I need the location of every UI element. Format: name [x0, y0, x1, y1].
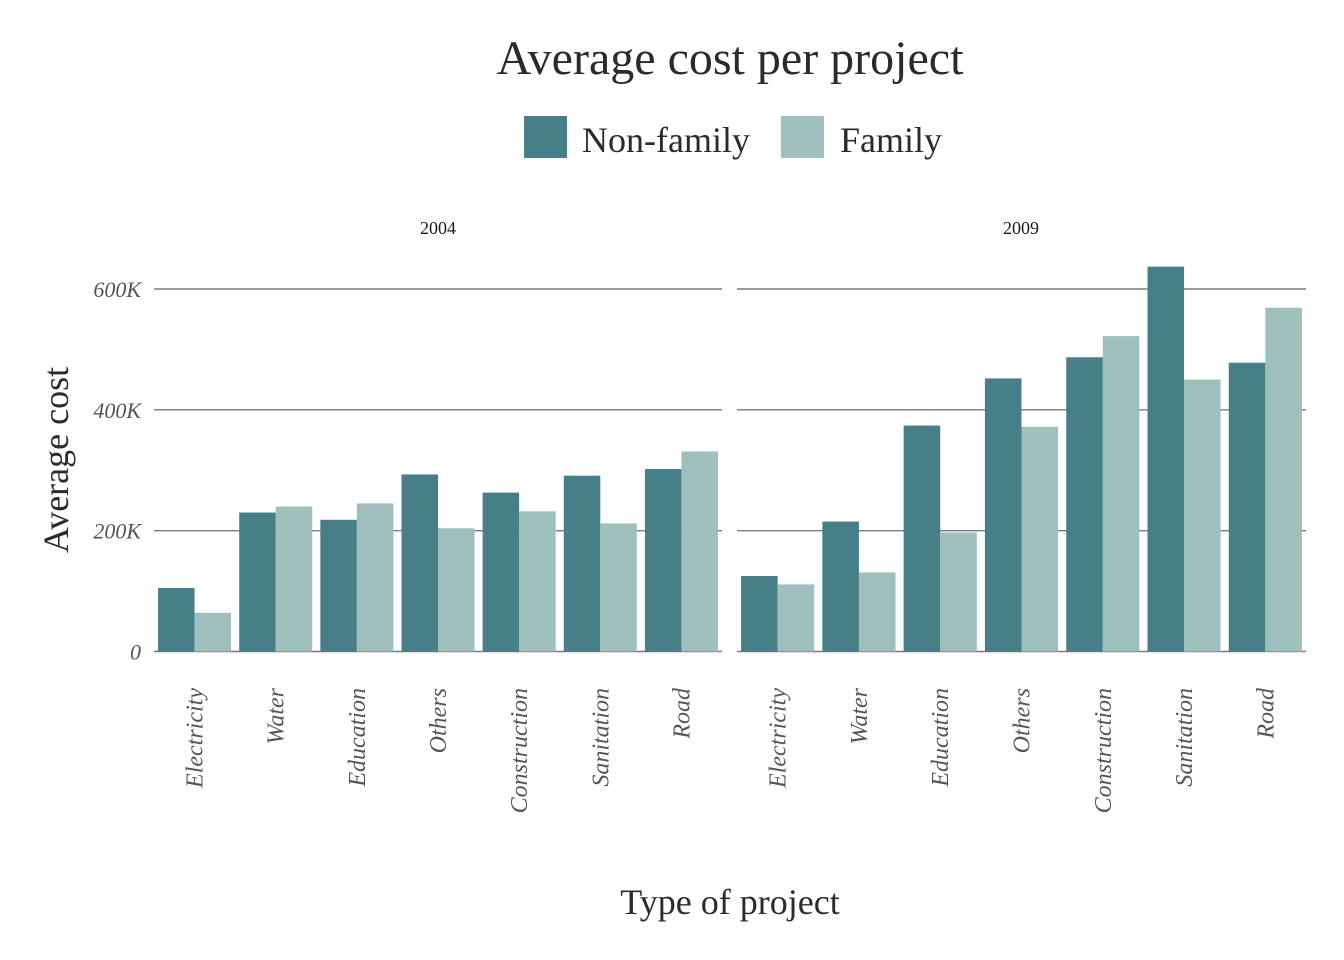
bar-2009-electricity-family [777, 584, 815, 652]
legend-swatch-family [781, 116, 824, 158]
bar-2004-road-non-family [644, 469, 682, 652]
bar-2009-road-non-family [1228, 362, 1266, 652]
bar-2004-electricity-non-family [158, 588, 195, 652]
bar-2004-water-family [275, 506, 313, 652]
x-tick-label-2009-construction: Construction [1091, 688, 1117, 813]
bar-2004-road-family [681, 451, 718, 652]
bar-2009-road-family [1265, 307, 1302, 652]
bar-2004-sanitation-non-family [563, 475, 601, 652]
bar-2009-construction-non-family [1066, 357, 1103, 652]
bar-2004-others-family [438, 528, 475, 652]
bar-2009-sanitation-non-family [1147, 266, 1185, 652]
facet-panel-2004: Electricity Water Education Others Construct… [154, 288, 722, 813]
legend-label-non-family: Non-family [582, 120, 750, 160]
bar-2009-education-non-family [903, 425, 941, 652]
y-tick-label-400k: 400K [93, 398, 142, 423]
bar-2004-education-family [356, 503, 394, 652]
bar-2004-construction-non-family [482, 492, 520, 652]
bar-2009-education-family [940, 532, 977, 652]
bar-2009-electricity-non-family [741, 575, 778, 652]
y-axis-title: Average cost [36, 367, 76, 553]
bar-2004-construction-family [519, 511, 556, 652]
plot-area: 0 200K 400K 600K Electricity Water Education Ot… [93, 266, 1306, 813]
x-tick-label-2004-water: Water [264, 687, 290, 744]
facet-label-2004: 2004 [420, 218, 456, 238]
bar-2004-others-non-family [401, 474, 438, 652]
legend-label-family: Family [840, 120, 942, 160]
legend: Non-family Family [524, 116, 942, 160]
x-tick-label-2009-education: Education [928, 688, 954, 788]
chart-title: Average cost per project [497, 32, 965, 85]
bar-2009-others-family [1021, 426, 1059, 652]
x-tick-label-2009-others: Others [1010, 688, 1036, 753]
x-tick-label-2004-others: Others [426, 688, 452, 753]
bar-2004-education-non-family [320, 519, 357, 652]
y-tick-label-600k: 600K [93, 277, 142, 302]
bar-2004-water-non-family [239, 512, 276, 652]
x-tick-label-2004-construction: Construction [507, 688, 533, 813]
bar-2009-construction-family [1102, 336, 1140, 652]
x-tick-label-2004-sanitation: Sanitation [588, 688, 614, 787]
facet-panel-2009: Electricity Water Education Others Construct… [737, 266, 1306, 813]
bar-2009-sanitation-family [1184, 379, 1221, 652]
bar-2009-others-non-family [984, 378, 1022, 652]
bar-2009-water-family [858, 572, 896, 652]
bar-2004-electricity-family [194, 612, 232, 652]
bar-2009-water-non-family [822, 521, 859, 652]
facet-label-2009: 2009 [1003, 218, 1039, 238]
x-tick-label-2009-water: Water [847, 687, 873, 744]
x-tick-label-2009-road: Road [1253, 687, 1279, 740]
y-tick-label-200k: 200K [93, 519, 142, 544]
x-tick-label-2004-electricity: Electricity [183, 688, 209, 789]
x-tick-label-2004-education: Education [345, 688, 371, 788]
bar-2004-sanitation-family [600, 523, 637, 652]
legend-swatch-non-family [524, 116, 567, 158]
x-tick-label-2004-road: Road [669, 687, 695, 740]
x-axis-title: Type of project [620, 882, 839, 922]
y-tick-label-0: 0 [130, 640, 141, 665]
x-tick-label-2009-sanitation: Sanitation [1172, 688, 1198, 787]
x-tick-label-2009-electricity: Electricity [766, 688, 792, 789]
